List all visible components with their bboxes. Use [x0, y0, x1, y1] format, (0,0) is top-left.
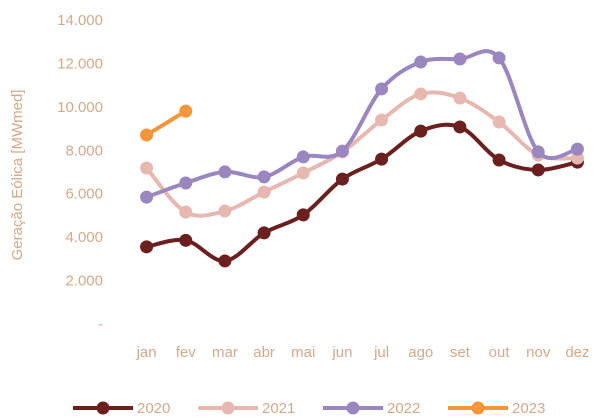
point: [570, 151, 584, 165]
y-tick-label: 4.000: [65, 229, 103, 246]
x-tick-label: jun: [331, 344, 352, 361]
legend-marker: [96, 401, 110, 415]
point: [257, 226, 271, 240]
point: [492, 115, 506, 129]
point: [179, 233, 193, 247]
x-tick-label: out: [489, 344, 511, 361]
x-tick-label: mai: [291, 344, 315, 361]
y-tick-label: 2.000: [65, 273, 103, 290]
x-tick-label: dez: [565, 344, 589, 361]
point: [453, 52, 467, 66]
point: [179, 176, 193, 190]
point: [179, 205, 193, 219]
point: [218, 165, 232, 179]
x-tick-label: ago: [408, 344, 433, 361]
point: [453, 91, 467, 105]
point: [140, 128, 154, 142]
point: [257, 185, 271, 199]
y-tick-label: -: [98, 316, 103, 333]
point: [453, 120, 467, 134]
point: [570, 142, 584, 156]
point: [218, 204, 232, 218]
point: [414, 55, 428, 69]
point: [296, 150, 310, 164]
x-tick-label: set: [450, 344, 471, 361]
series-line: [145, 109, 187, 137]
x-tick-label: jan: [136, 344, 157, 361]
x-tick-label: abr: [253, 344, 275, 361]
x-tick-label: fev: [176, 344, 197, 361]
point: [179, 104, 193, 118]
x-tick-label: mar: [212, 344, 238, 361]
legend-label: 2021: [262, 400, 295, 417]
point: [531, 145, 545, 159]
series-line: [145, 90, 578, 218]
y-tick-label: 12.000: [57, 55, 103, 72]
x-tick-label: nov: [526, 344, 551, 361]
point: [140, 161, 154, 175]
y-tick-label: 6.000: [65, 186, 103, 203]
series-line: [146, 122, 578, 263]
legend-label: 2023: [512, 400, 545, 417]
point: [140, 190, 154, 204]
point: [492, 51, 506, 65]
point: [414, 124, 428, 138]
point: [375, 113, 389, 127]
legend-label: 2022: [387, 400, 420, 417]
x-tick-label: jul: [373, 344, 389, 361]
y-axis-title: Geração Eólica [MWmed]: [9, 90, 26, 261]
legend-marker: [221, 401, 235, 415]
point: [531, 163, 545, 177]
point: [296, 166, 310, 180]
point: [414, 87, 428, 101]
point: [375, 82, 389, 96]
point: [492, 153, 506, 167]
point: [335, 172, 349, 186]
legend-label: 2020: [137, 400, 170, 417]
point: [140, 240, 154, 254]
y-tick-label: 10.000: [57, 99, 103, 116]
legend-marker: [346, 401, 360, 415]
series-line: [145, 49, 578, 199]
y-tick-label: 14.000: [57, 12, 103, 29]
point: [296, 208, 310, 222]
point: [257, 170, 271, 184]
legend-marker: [471, 401, 485, 415]
point: [335, 144, 349, 158]
point: [218, 254, 232, 268]
y-tick-label: 8.000: [65, 142, 103, 159]
point: [375, 152, 389, 166]
